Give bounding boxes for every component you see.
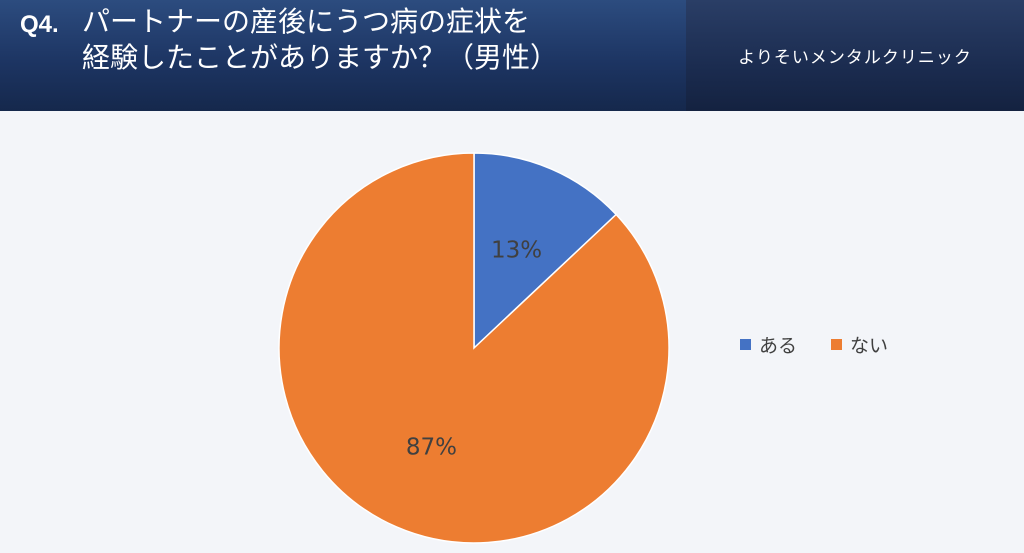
question-panel: Q4. パートナーの産後にうつ病の症状を 経験したことがありますか？（男性） bbox=[0, 0, 686, 111]
question-text-line2: 経験したことがありますか？（男性） bbox=[82, 41, 559, 74]
slice-label-1: 87% bbox=[406, 434, 457, 460]
question-text-line1: パートナーの産後にうつ病の症状を bbox=[82, 5, 531, 38]
brand-name: よりそいメンタルクリニック bbox=[738, 48, 972, 68]
pie-slice-1 bbox=[278, 152, 670, 544]
chart-legend: ある ない bbox=[740, 331, 888, 358]
brand-panel: よりそいメンタルクリニック bbox=[686, 0, 1024, 111]
legend-item-nai: ない bbox=[831, 331, 888, 358]
pie-chart: 13% 87% bbox=[278, 152, 670, 544]
pie-slice-0 bbox=[473, 152, 618, 350]
legend-label-aru: ある bbox=[759, 335, 798, 357]
slice-label-0: 13% bbox=[491, 238, 542, 264]
legend-item-aru: ある bbox=[740, 331, 797, 358]
legend-swatch-aru bbox=[740, 339, 751, 350]
legend-swatch-nai bbox=[831, 339, 843, 350]
legend-label-nai: ない bbox=[850, 335, 889, 357]
question-number: Q4. bbox=[20, 11, 59, 38]
header-banner: Q4. パートナーの産後にうつ病の症状を 経験したことがありますか？（男性） よ… bbox=[0, 0, 1024, 111]
